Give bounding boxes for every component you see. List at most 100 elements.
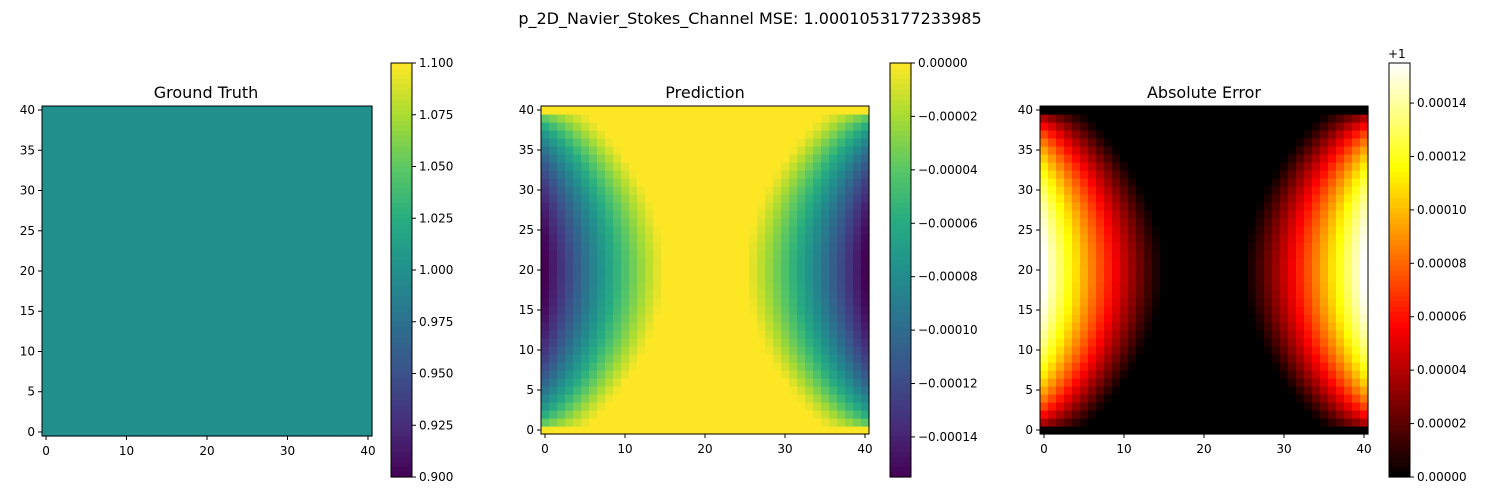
heatmap-cell: [549, 122, 558, 131]
heatmap-cell: [1280, 346, 1289, 355]
heatmap-cell: [1216, 130, 1225, 139]
heatmap-cell: [1064, 394, 1073, 403]
heatmap-cell: [355, 315, 365, 324]
heatmap-cell: [275, 355, 285, 365]
heatmap-cell: [773, 370, 782, 379]
heatmap-cell: [701, 186, 710, 195]
heatmap-cell: [154, 130, 164, 139]
heatmap-cell: [251, 266, 260, 276]
heatmap-cell: [685, 226, 694, 235]
heatmap-cell: [677, 322, 686, 331]
heatmap-cell: [565, 298, 574, 307]
colorbar-segment: [890, 430, 911, 437]
heatmap-cell: [1128, 410, 1137, 419]
heatmap-cell: [773, 122, 782, 131]
heatmap-cell: [693, 274, 702, 283]
heatmap-cell: [42, 146, 51, 155]
heatmap-cell: [637, 130, 646, 139]
heatmap-cell: [813, 154, 822, 163]
heatmap-cell: [1144, 386, 1153, 395]
heatmap-cell: [853, 114, 862, 123]
heatmap-cell: [66, 283, 75, 292]
heatmap-cell: [1168, 330, 1177, 339]
heatmap-cell: [202, 315, 212, 324]
heatmap-cell: [1192, 354, 1201, 363]
heatmap-cell: [114, 299, 124, 308]
heatmap-cell: [1120, 234, 1129, 243]
heatmap-cell: [1176, 178, 1185, 187]
heatmap-cell: [1168, 378, 1177, 387]
heatmap-cell: [805, 338, 814, 347]
heatmap-cell: [194, 419, 204, 429]
heatmap-cell: [50, 403, 59, 413]
heatmap-cell: [114, 242, 124, 252]
heatmap-cell: [1080, 298, 1089, 307]
heatmap-cell: [283, 162, 293, 171]
heatmap-cell: [267, 218, 277, 228]
heatmap-cell: [114, 315, 124, 324]
heatmap-cell: [573, 386, 582, 395]
heatmap-cell: [853, 234, 862, 243]
heatmap-cell: [1064, 106, 1073, 115]
heatmap-cell: [1088, 314, 1097, 323]
heatmap-cell: [315, 379, 325, 389]
heatmap-cell: [805, 402, 814, 411]
heatmap-cell: [291, 114, 301, 123]
heatmap-cell: [1064, 402, 1073, 411]
heatmap-cell: [1272, 138, 1281, 147]
heatmap-cell: [1040, 258, 1049, 267]
heatmap-cell: [178, 178, 188, 188]
heatmap-cell: [701, 218, 710, 227]
heatmap-cell: [613, 418, 622, 427]
heatmap-cell: [307, 250, 317, 260]
heatmap-cell: [781, 226, 790, 235]
heatmap-cell: [1088, 346, 1097, 355]
heatmap-cell: [565, 154, 574, 163]
heatmap-cell: [1144, 178, 1153, 187]
heatmap-cell: [299, 234, 309, 244]
heatmap-cell: [677, 274, 686, 283]
heatmap-cell: [693, 306, 702, 315]
heatmap-cell: [323, 114, 333, 123]
heatmap-cell: [1280, 290, 1289, 299]
heatmap-cell: [227, 339, 236, 349]
heatmap-cell: [315, 323, 325, 332]
heatmap-cell: [1232, 386, 1241, 395]
heatmap-cell: [805, 314, 814, 323]
heatmap-cell: [1296, 314, 1305, 323]
heatmap-cell: [82, 363, 91, 373]
colorbar-segment: [890, 347, 911, 354]
heatmap-cell: [130, 114, 140, 123]
colorbar-tick-label: −0.00012: [918, 377, 978, 391]
heatmap-cell: [211, 283, 220, 292]
heatmap-cell: [235, 355, 244, 365]
heatmap-cell: [42, 194, 51, 204]
heatmap-cell: [1080, 394, 1089, 403]
heatmap-cell: [565, 170, 574, 179]
heatmap-cell: [1088, 234, 1097, 243]
heatmap-cell: [1240, 282, 1249, 291]
heatmap-cell: [1064, 338, 1073, 347]
heatmap-cell: [1256, 298, 1265, 307]
heatmap-cell: [194, 234, 204, 244]
heatmap-cell: [355, 379, 365, 389]
heatmap-cell: [162, 371, 172, 381]
heatmap-cell: [90, 234, 99, 244]
heatmap-cell: [781, 106, 790, 115]
heatmap-cell: [1184, 170, 1193, 179]
heatmap-cell: [1136, 226, 1145, 235]
colorbar-segment: [890, 352, 911, 359]
heatmap-cell: [717, 346, 726, 355]
heatmap-cell: [1192, 122, 1201, 131]
heatmap-cell: [275, 403, 285, 413]
heatmap-cell: [130, 291, 140, 300]
heatmap-cell: [74, 106, 83, 115]
heatmap-cell: [853, 170, 862, 179]
heatmap-cell: [1088, 130, 1097, 139]
heatmap-cell: [58, 299, 67, 308]
heatmap-cell: [1072, 114, 1081, 123]
heatmap-cell: [797, 114, 806, 123]
heatmap-cell: [653, 426, 662, 435]
heatmap-cell: [589, 330, 598, 339]
colorbar-segment: [890, 373, 911, 380]
